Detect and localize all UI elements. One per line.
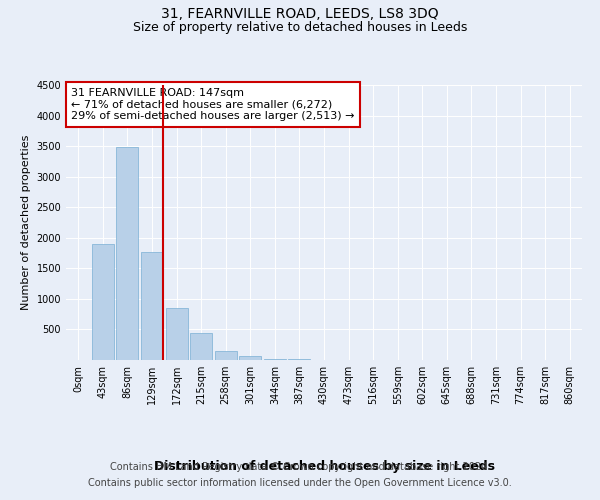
Bar <box>92 244 114 360</box>
Bar <box>264 359 286 360</box>
Bar <box>239 356 262 360</box>
Bar <box>166 308 188 360</box>
Text: 31, FEARNVILLE ROAD, LEEDS, LS8 3DQ: 31, FEARNVILLE ROAD, LEEDS, LS8 3DQ <box>161 8 439 22</box>
X-axis label: Distribution of detached houses by size in Leeds: Distribution of detached houses by size … <box>154 460 494 473</box>
Bar <box>190 332 212 360</box>
Text: Contains HM Land Registry data © Crown copyright and database right 2024.: Contains HM Land Registry data © Crown c… <box>110 462 490 472</box>
Text: Size of property relative to detached houses in Leeds: Size of property relative to detached ho… <box>133 21 467 34</box>
Y-axis label: Number of detached properties: Number of detached properties <box>21 135 31 310</box>
Bar <box>215 351 237 360</box>
Text: Contains public sector information licensed under the Open Government Licence v3: Contains public sector information licen… <box>88 478 512 488</box>
Bar <box>141 252 163 360</box>
Text: 31 FEARNVILLE ROAD: 147sqm
← 71% of detached houses are smaller (6,272)
29% of s: 31 FEARNVILLE ROAD: 147sqm ← 71% of deta… <box>71 88 355 121</box>
Bar <box>116 148 139 360</box>
